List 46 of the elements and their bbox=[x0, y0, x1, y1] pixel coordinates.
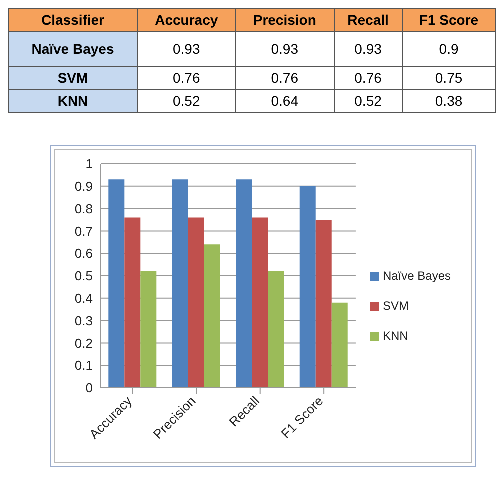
y-tick-label: 0.4 bbox=[74, 291, 93, 306]
y-tick-label: 0.9 bbox=[74, 179, 93, 194]
bar bbox=[316, 220, 332, 388]
y-tick-label: 0.2 bbox=[74, 336, 93, 351]
data-label: 0.76 bbox=[236, 66, 334, 90]
y-tick-label: 0.3 bbox=[74, 313, 93, 328]
legend-label: KNN bbox=[382, 329, 408, 343]
legend-label: Naïve Bayes bbox=[382, 269, 451, 283]
bar bbox=[140, 272, 157, 388]
data-label: 0.38 bbox=[402, 90, 496, 112]
x-tick-label: F1 Score bbox=[402, 8, 496, 32]
y-axis-title: Classifier bbox=[8, 8, 138, 32]
data-label: 0.52 bbox=[138, 90, 236, 112]
y-tick-label: 0.8 bbox=[74, 201, 93, 216]
x-tick-label: Accuracy bbox=[138, 8, 236, 32]
y-tick-label: KNN bbox=[8, 90, 138, 112]
y-tick-label: 0.7 bbox=[74, 224, 93, 239]
data-label: 0.76 bbox=[334, 66, 403, 90]
y-tick-label: 1 bbox=[86, 156, 93, 172]
x-tick-label: Recall bbox=[334, 8, 403, 32]
bar bbox=[124, 218, 141, 388]
data-label: 0.9 bbox=[402, 32, 496, 66]
data-label: 0.52 bbox=[334, 90, 403, 112]
legend-label: SVM bbox=[382, 299, 409, 313]
bar bbox=[188, 218, 204, 388]
bar bbox=[268, 272, 284, 388]
data-label: 0.93 bbox=[334, 32, 403, 66]
data-label: 0.93 bbox=[138, 32, 236, 66]
y-tick-label: 0.1 bbox=[74, 358, 93, 374]
y-tick-label: 0.5 bbox=[74, 268, 93, 284]
y-tick-label: SVM bbox=[8, 66, 138, 90]
y-tick-label: Naïve Bayes bbox=[8, 32, 138, 66]
data-label: 0.93 bbox=[236, 32, 334, 66]
x-tick-label: Precision bbox=[236, 8, 334, 32]
data-label: 0.64 bbox=[236, 90, 334, 112]
bar bbox=[332, 302, 348, 388]
y-tick-label: 0 bbox=[86, 380, 93, 396]
data-label: 0.75 bbox=[402, 66, 496, 90]
bar bbox=[236, 180, 252, 388]
bar bbox=[204, 244, 220, 388]
bar bbox=[252, 218, 268, 388]
bar bbox=[300, 186, 316, 388]
bar bbox=[172, 180, 188, 388]
bar bbox=[108, 180, 125, 388]
data-label: 0.76 bbox=[138, 66, 236, 90]
y-tick-label: 0.6 bbox=[74, 246, 93, 262]
